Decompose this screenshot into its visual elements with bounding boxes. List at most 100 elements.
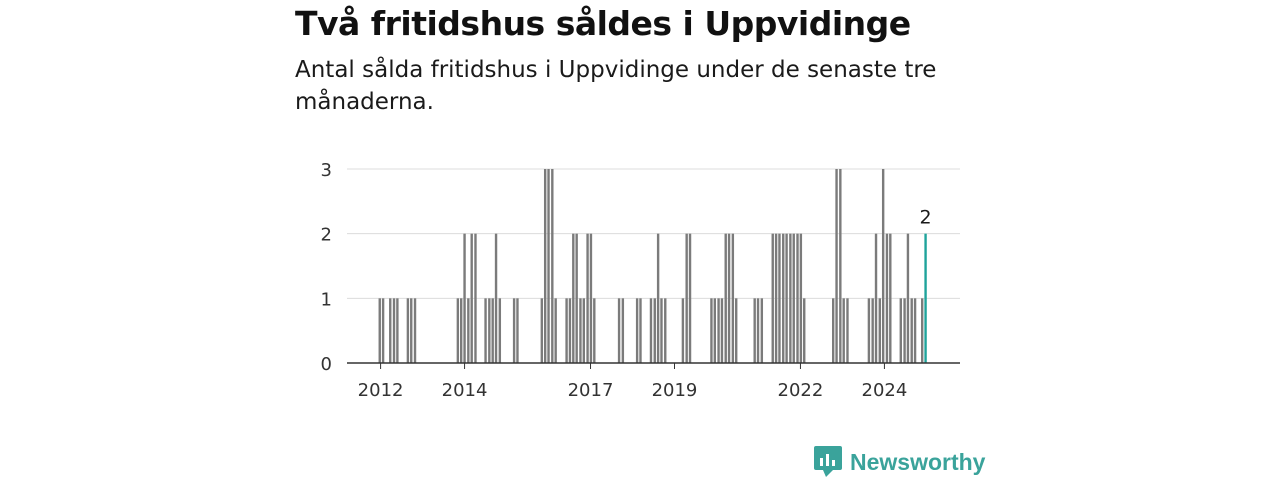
- bar: [389, 298, 392, 363]
- bar: [874, 233, 878, 363]
- bar: [474, 233, 477, 363]
- bar: [753, 298, 756, 363]
- highlight-data-label: 2: [920, 207, 932, 229]
- bar: [413, 298, 417, 363]
- bar: [410, 298, 413, 363]
- bar: [760, 298, 764, 363]
- bar: [381, 298, 385, 363]
- bar: [832, 298, 835, 363]
- bar: [913, 298, 917, 363]
- bar: [516, 298, 519, 363]
- bar: [735, 298, 738, 363]
- bar: [540, 298, 544, 363]
- bar: [617, 298, 621, 363]
- x-tick-label: 2014: [442, 380, 488, 401]
- bar: [878, 298, 882, 363]
- x-tick-label: 2024: [862, 380, 908, 401]
- bar: [867, 298, 871, 363]
- newsworthy-logo-icon: [814, 446, 842, 477]
- bar: [906, 233, 910, 363]
- bar: [378, 298, 381, 363]
- bar: [551, 169, 554, 363]
- x-tick-label: 2017: [568, 380, 614, 401]
- bar: [778, 233, 781, 363]
- bar: [713, 298, 716, 363]
- bar: [903, 298, 906, 363]
- bar: [456, 298, 460, 363]
- bar: [656, 233, 660, 363]
- bar: [774, 233, 778, 363]
- bar: [681, 298, 685, 363]
- bar: [635, 298, 639, 363]
- brand-name: Newsworthy: [850, 448, 986, 475]
- bar: [685, 233, 688, 363]
- bar: [803, 298, 806, 363]
- bar: [579, 298, 582, 363]
- bar: [494, 233, 498, 363]
- bar: [554, 298, 557, 363]
- bar: [586, 233, 589, 363]
- bar: [881, 169, 885, 363]
- bar: [724, 233, 727, 363]
- bar: [842, 298, 845, 363]
- bar: [756, 298, 760, 363]
- bar: [498, 298, 502, 363]
- bar: [484, 298, 487, 363]
- bar: [467, 298, 470, 363]
- y-tick-label: 2: [321, 225, 332, 246]
- bar: [727, 233, 731, 363]
- bar: [717, 298, 720, 363]
- bar: [621, 298, 625, 363]
- bar: [463, 233, 466, 363]
- bar: [572, 233, 575, 363]
- bar: [547, 169, 550, 363]
- bar: [839, 169, 842, 363]
- y-tick-label: 3: [321, 160, 332, 181]
- bar: [885, 233, 889, 363]
- bar: [899, 298, 902, 363]
- bar: [785, 233, 788, 363]
- bar: [649, 298, 653, 363]
- bar: [796, 233, 799, 363]
- bar: [789, 233, 792, 363]
- bar: [771, 233, 774, 363]
- x-tick-label: 2012: [358, 380, 404, 401]
- brand: Newsworthy: [814, 446, 985, 478]
- bar: [565, 298, 568, 363]
- y-tick-label: 0: [321, 354, 332, 375]
- bar: [664, 298, 667, 363]
- bar: [470, 233, 473, 363]
- bar: [660, 298, 663, 363]
- bar: [921, 298, 924, 363]
- y-tick-label: 1: [321, 289, 332, 310]
- bar: [653, 298, 656, 363]
- bar: [460, 298, 463, 363]
- chart-subtitle: Antal sålda fritidshus i Uppvidinge unde…: [295, 57, 937, 115]
- bar: [488, 298, 491, 363]
- bar: [910, 298, 913, 363]
- bar: [710, 298, 713, 363]
- bar: [688, 233, 692, 363]
- bar: [782, 233, 785, 363]
- bar: [406, 298, 410, 363]
- bar: [720, 298, 724, 363]
- x-tick-label: 2019: [652, 380, 698, 401]
- bar: [871, 298, 874, 363]
- bar: [392, 298, 396, 363]
- bar: [731, 233, 735, 363]
- bar: [589, 233, 593, 363]
- bar: [639, 298, 642, 363]
- bar: [575, 233, 578, 363]
- bar: [568, 298, 572, 363]
- bar: [846, 298, 849, 363]
- bar: [792, 233, 795, 363]
- x-tick-label: 2022: [778, 380, 824, 401]
- bar: [593, 298, 596, 363]
- bar: [396, 298, 399, 363]
- bar-highlight: [924, 233, 927, 363]
- bar: [512, 298, 516, 363]
- bar: [582, 298, 586, 363]
- bar: [835, 169, 838, 363]
- bar: [491, 298, 494, 363]
